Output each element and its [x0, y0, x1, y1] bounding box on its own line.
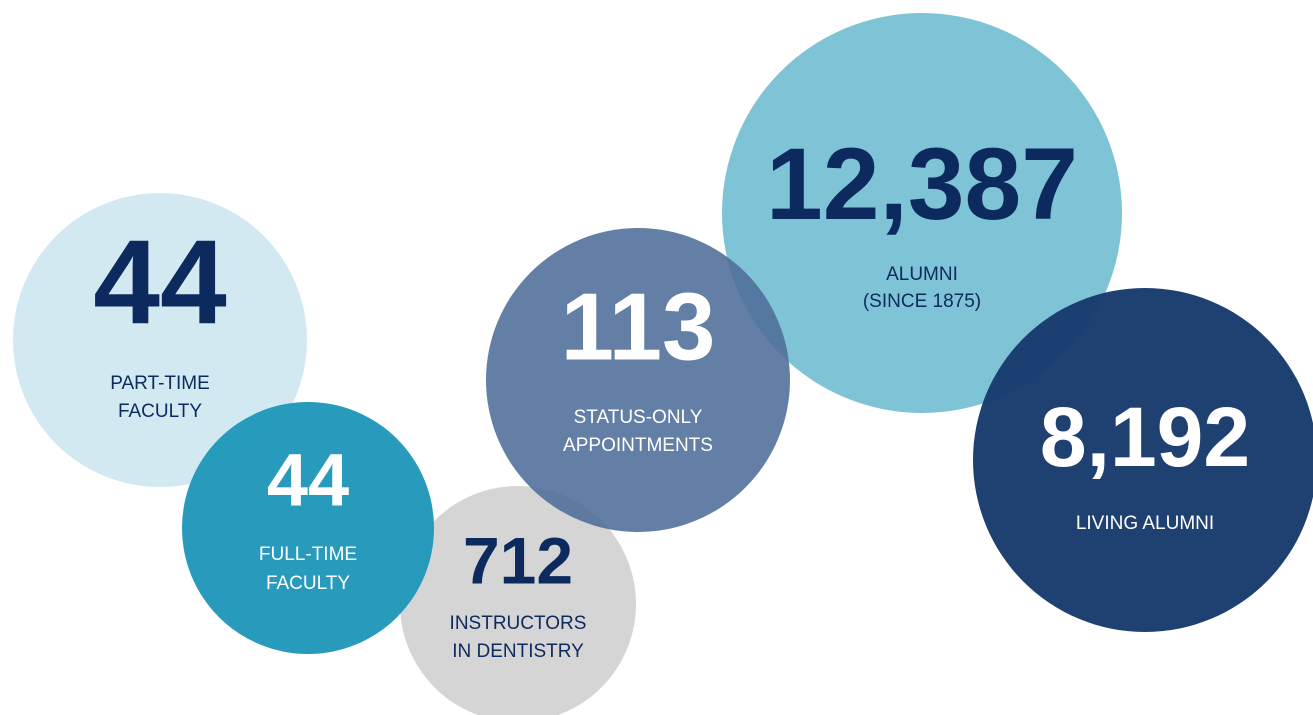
bubble	[13, 193, 307, 487]
stat-label: FACULTY	[118, 401, 202, 422]
full-time-bubble: 44 FULL-TIME FACULTY	[182, 402, 434, 654]
instructors-bubble: 712 INSTRUCTORS IN DENTISTRY	[400, 486, 636, 715]
stat-number: 712	[463, 523, 573, 597]
stat-number: 44	[267, 439, 349, 522]
stat-number: 12,387	[766, 127, 1078, 241]
stat-label: IN DENTISTRY	[452, 641, 584, 662]
stat-label: INSTRUCTORS	[450, 613, 587, 634]
stat-label: FACULTY	[266, 573, 350, 594]
stat-label: APPOINTMENTS	[563, 435, 713, 456]
stat-number: 113	[561, 273, 716, 380]
stat-label: ALUMNI	[886, 264, 958, 285]
stat-number: 8,192	[1040, 390, 1250, 484]
bubble	[182, 402, 434, 654]
bubble	[973, 288, 1313, 632]
living-alumni-bubble: 8,192 LIVING ALUMNI	[973, 288, 1313, 632]
bubble	[722, 13, 1122, 413]
status-only-bubble: 113 STATUS-ONLY APPOINTMENTS	[486, 228, 790, 532]
stat-number: 44	[93, 216, 227, 350]
alumni-bubble: 12,387 ALUMNI (SINCE 1875)	[722, 13, 1122, 413]
stat-label: (SINCE 1875)	[863, 291, 981, 312]
stat-label: FULL-TIME	[259, 544, 357, 565]
stat-label: PART-TIME	[110, 373, 210, 394]
bubble	[400, 486, 636, 715]
part-time-bubble: 44 PART-TIME FACULTY	[13, 193, 307, 487]
stat-label: STATUS-ONLY	[574, 407, 703, 428]
stat-label: LIVING ALUMNI	[1076, 513, 1214, 534]
bubble	[486, 228, 790, 532]
